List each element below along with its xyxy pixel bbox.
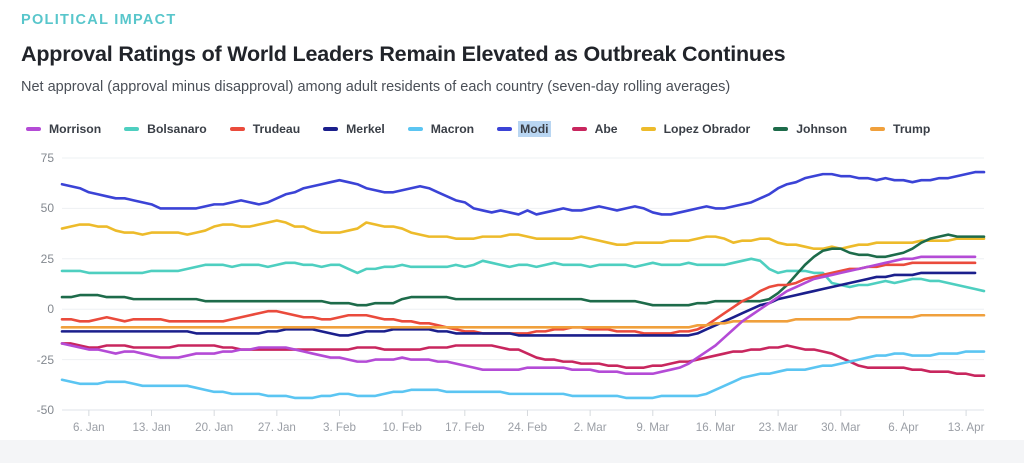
legend-item-label: Morrison (49, 122, 102, 136)
y-axis-tick-label: 25 (40, 251, 54, 266)
x-axis-tick-label: 6. Jan (73, 421, 105, 434)
x-axis-tick-label: 9. Mar (636, 421, 670, 434)
series-line-macron (60, 350, 986, 400)
legend-item-morrison[interactable]: Morrison (26, 121, 103, 137)
legend-item-trudeau[interactable]: Trudeau (229, 121, 302, 137)
page-title: Approval Ratings of World Leaders Remain… (21, 42, 786, 66)
legend-item-label: Trump (893, 122, 931, 136)
page-subtitle: Net approval (approval minus disapproval… (21, 79, 731, 95)
y-axis-tick-label: 0 (47, 302, 54, 317)
legend-item-abe[interactable]: Abe (571, 121, 620, 137)
legend-item-label: Trudeau (252, 122, 301, 136)
series-line-morrison (60, 255, 977, 376)
legend-swatch-icon (640, 127, 656, 131)
legend-swatch-icon (497, 127, 513, 131)
x-axis-tick-label: 27. Jan (257, 421, 296, 434)
y-axis-tick-label: 75 (40, 151, 54, 165)
legend-item-merkel[interactable]: Merkel (323, 121, 387, 137)
chart-legend: Morrison Bolsanaro Trudeau Merkel Macron Modi… (26, 121, 953, 137)
legend-item-label: Modi (518, 121, 551, 137)
legend-item-modi[interactable]: Modi (497, 121, 551, 137)
legend-swatch-icon (870, 127, 886, 131)
legend-swatch-icon (773, 127, 789, 131)
kicker-label: POLITICAL IMPACT (21, 12, 177, 28)
series-line-bolsanaro (60, 257, 986, 293)
series-line-trump (60, 313, 986, 329)
y-axis-tick-label: 50 (40, 201, 54, 216)
x-axis-tick-label: 10. Feb (382, 421, 422, 434)
x-axis-tick-label: 16. Mar (695, 421, 736, 434)
x-axis-tick-label: 2. Mar (573, 421, 607, 434)
series-line-trudeau (60, 261, 977, 335)
legend-swatch-icon (323, 127, 339, 131)
x-axis-tick-label: 23. Mar (758, 421, 798, 434)
legend-item-macron[interactable]: Macron (407, 121, 476, 137)
x-axis-tick-label: 13. Apr (947, 421, 985, 434)
series-line-abe (60, 342, 986, 378)
legend-item-label: Macron (430, 122, 475, 136)
legend-swatch-icon (26, 127, 41, 131)
legend-item-lopez-obrador[interactable]: Lopez Obrador (640, 121, 753, 137)
series-line-modi (60, 170, 986, 216)
legend-item-label: Bolsanaro (147, 122, 207, 136)
legend-swatch-icon (571, 127, 587, 131)
y-axis-tick-label: -25 (36, 352, 54, 367)
footer-bar (0, 440, 1024, 463)
series-line-johnson (60, 233, 986, 307)
series-line-lopez-obrador (60, 219, 986, 251)
legend-swatch-icon (124, 127, 140, 131)
x-axis-tick-label: 13. Jan (132, 421, 171, 434)
x-axis-tick-label: 20. Jan (195, 421, 234, 434)
x-axis-tick-label: 30. Mar (821, 421, 861, 434)
legend-swatch-icon (407, 127, 423, 131)
x-axis-tick-label: 3. Feb (323, 421, 356, 434)
x-axis-tick-label: 17. Feb (445, 421, 485, 434)
y-axis-tick-label: -50 (36, 403, 54, 417)
series-line-merkel (60, 271, 977, 337)
legend-item-label: Lopez Obrador (663, 122, 751, 136)
legend-item-johnson[interactable]: Johnson (773, 121, 849, 137)
legend-swatch-icon (229, 127, 245, 131)
legend-item-label: Merkel (346, 122, 385, 136)
legend-item-label: Abe (594, 122, 618, 136)
x-axis-tick-label: 6. Apr (888, 421, 919, 434)
legend-item-bolsanaro[interactable]: Bolsanaro (124, 121, 209, 137)
legend-item-label: Johnson (796, 122, 848, 136)
legend-item-trump[interactable]: Trump (870, 121, 932, 137)
x-axis-tick-label: 24. Feb (507, 421, 548, 434)
